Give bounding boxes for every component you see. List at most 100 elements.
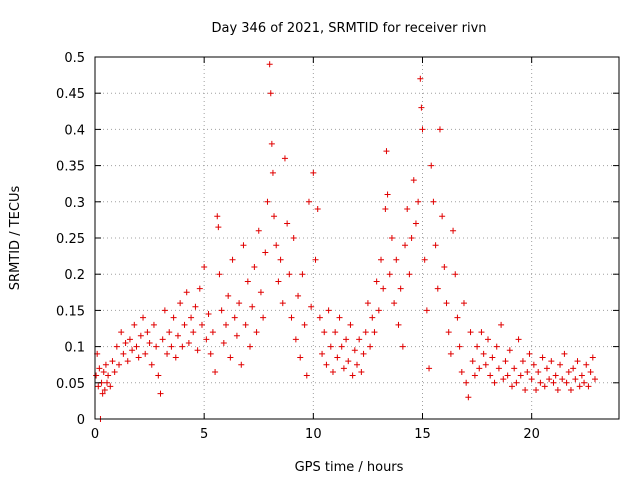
data-point [284,220,291,227]
data-point [471,372,478,379]
data-point [502,358,509,365]
data-point [450,227,457,234]
data-point [194,347,201,354]
data-point [469,358,476,365]
data-point [99,390,106,397]
data-point [504,372,511,379]
data-point [96,365,103,372]
data-point [102,361,109,368]
data-point [231,314,238,321]
data-point [456,343,463,350]
data-point [563,379,570,386]
data-point [421,256,428,263]
data-point [212,368,219,375]
data-point [100,368,107,375]
data-point [338,343,345,350]
data-point [236,300,243,307]
data-point [343,336,350,343]
data-point [129,347,136,354]
data-point [570,365,577,372]
data-point [172,354,179,361]
data-point [460,300,467,307]
data-point [277,256,284,263]
data-point [137,332,144,339]
data-point [155,372,162,379]
data-point [153,343,160,350]
data-point [548,358,555,365]
data-point [362,329,369,336]
data-point [399,343,406,350]
data-point [209,329,216,336]
data-point [181,321,188,328]
data-point [262,249,269,256]
data-point [408,235,415,241]
data-point [388,235,395,241]
y-tick-label: 0.35 [56,160,85,175]
data-point [303,372,310,379]
data-point [559,376,566,383]
data-point [467,329,474,336]
data-point [434,285,441,292]
x-tick-label: 10 [305,427,322,442]
data-point [369,314,376,321]
y-tick-label: 0.3 [64,196,85,211]
data-point [358,368,365,375]
data-point [537,379,544,386]
data-point [572,376,579,383]
data-point [412,220,419,227]
data-points [93,61,598,422]
data-point [266,61,273,68]
data-point [506,347,513,354]
data-point [445,329,452,336]
data-point [201,263,208,270]
data-point [345,358,352,365]
data-point [107,383,114,390]
data-point [356,336,363,343]
data-point [253,329,260,336]
data-point [500,376,507,383]
data-point [321,329,328,336]
data-point [174,332,181,339]
data-point [273,242,280,249]
data-point [101,387,108,394]
data-point [305,198,312,205]
data-point [190,329,197,336]
data-point [146,339,153,346]
data-point [340,365,347,372]
data-point [104,379,111,386]
data-point [415,198,422,205]
data-point [288,314,295,321]
data-point [216,271,223,278]
data-point [515,336,522,343]
x-tick-label: 0 [91,427,99,442]
data-point [144,329,151,336]
data-point [275,278,282,285]
data-point [157,390,164,397]
data-point [478,329,485,336]
data-point [441,263,448,270]
data-point [183,289,190,296]
data-point [203,336,210,343]
y-tick-label: 0.2 [64,268,85,283]
data-point [351,347,358,354]
data-point [223,321,229,328]
data-point [530,361,537,368]
data-point [375,307,382,314]
data-point [271,213,278,220]
data-point [528,376,535,383]
data-point [135,354,142,361]
data-point [268,140,275,147]
data-point [244,278,251,285]
data-point [426,365,433,372]
data-point [465,394,472,401]
data-point [397,285,404,292]
data-point [164,350,171,357]
data-point [95,383,102,390]
data-point [323,361,330,368]
data-point [585,383,592,390]
y-tick-labels: 0 0.05 0.1 0.15 0.2 0.25 0.3 0.35 0.4 0.45 0.5 [56,51,85,428]
data-point [347,321,354,328]
data-point [522,387,529,394]
data-point [533,387,540,394]
